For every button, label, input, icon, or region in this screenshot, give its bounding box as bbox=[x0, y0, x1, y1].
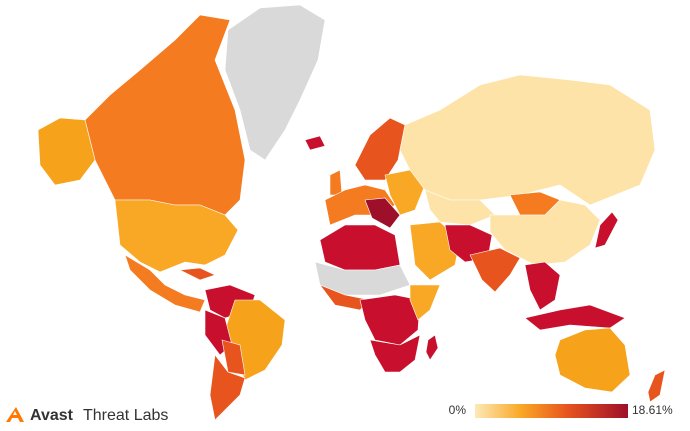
logo-product: Threat Labs bbox=[83, 407, 168, 424]
iceland bbox=[304, 135, 326, 151]
australia bbox=[554, 327, 631, 393]
usa bbox=[114, 199, 239, 273]
legend-min-label: 0% bbox=[449, 403, 467, 417]
japan bbox=[594, 211, 619, 249]
canada bbox=[84, 14, 246, 216]
greenland bbox=[224, 4, 326, 161]
argentina-chile bbox=[209, 354, 246, 421]
balkans bbox=[364, 197, 401, 229]
uk bbox=[329, 169, 343, 196]
new-zealand bbox=[647, 369, 666, 403]
indonesia bbox=[524, 304, 626, 331]
legend-max-label: 18.61% bbox=[632, 403, 673, 417]
logo: Avast Threat Labs bbox=[6, 407, 168, 424]
legend-gradient bbox=[475, 404, 628, 418]
caribbean bbox=[178, 267, 216, 281]
east-africa bbox=[409, 284, 441, 321]
legend: 0% 18.61% bbox=[449, 403, 673, 418]
bolivia-paraguay bbox=[221, 339, 246, 376]
countries bbox=[37, 4, 666, 421]
madagascar bbox=[425, 334, 439, 361]
alaska bbox=[37, 117, 96, 186]
scandinavia bbox=[354, 117, 406, 181]
india bbox=[469, 247, 521, 293]
central-africa bbox=[359, 294, 421, 346]
southern-africa bbox=[369, 334, 421, 373]
logo-brand: Avast bbox=[30, 407, 74, 424]
southeast-asia bbox=[524, 261, 561, 311]
mexico bbox=[124, 254, 206, 313]
logo-icon bbox=[6, 407, 24, 422]
russia bbox=[399, 74, 656, 206]
china bbox=[489, 199, 601, 266]
north-africa bbox=[319, 224, 401, 271]
central-asia bbox=[424, 189, 496, 226]
